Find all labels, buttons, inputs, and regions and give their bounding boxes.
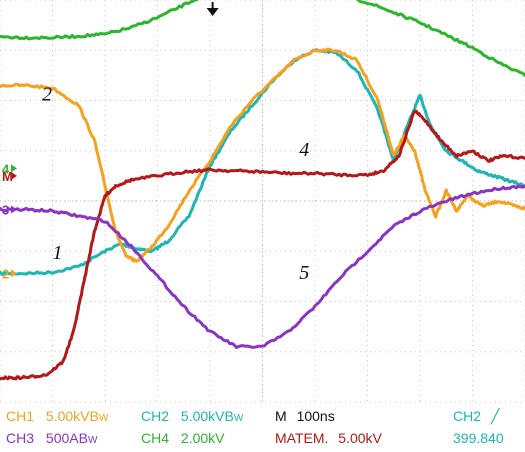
- ch2-label: CH2: [141, 408, 170, 424]
- ch3-status: CH3 500ABW: [6, 430, 97, 446]
- trigger-source-label: CH2: [453, 408, 482, 424]
- status-row-2: CH3 500ABW CH4 2.00kV MATEM. 5.00kV 399.…: [0, 428, 525, 450]
- status-row-1: CH1 5.00kVBW CH2 5.00kVBW M 100ns CH2 ╱: [0, 406, 525, 428]
- ground-marker-arrow: [11, 164, 17, 173]
- ch2-status: CH2 5.00kVBW: [141, 408, 243, 424]
- trace-number-label: 4: [299, 139, 309, 161]
- trigger-value: 399.840: [453, 430, 504, 446]
- ground-marker-arrow: [11, 205, 17, 214]
- trace-5: [0, 184, 525, 349]
- trace-number-label: 2: [42, 84, 52, 106]
- ch2-scale: 5.00kVB: [180, 408, 234, 424]
- ch3-suffix: W: [87, 435, 98, 446]
- ground-marker-arrow: [11, 171, 17, 180]
- ground-markers: 4M 3 2: [2, 2, 219, 281]
- trigger-slope-icon: ╱: [490, 408, 500, 424]
- trigger-source-status: CH2 ╱: [453, 408, 499, 425]
- trigger-position-icon: [206, 8, 219, 16]
- math-label: MATEM.: [275, 430, 329, 446]
- ch1-scale: 5.00kVB: [45, 408, 99, 424]
- ch3-label: CH3: [6, 430, 35, 446]
- trace-2: [0, 47, 525, 263]
- timebase-status: M 100ns: [275, 408, 335, 424]
- math-status: MATEM. 5.00kV: [275, 430, 382, 446]
- timebase-label: M: [275, 408, 287, 424]
- trace-number-label: 5: [299, 262, 309, 284]
- trace-labels: 12345: [42, 84, 309, 284]
- ch1-label: CH1: [6, 408, 35, 424]
- ground-marker-label: 3: [2, 203, 9, 218]
- ch4-scale: 2.00kV: [180, 430, 225, 446]
- trace-4: [0, 109, 525, 381]
- math-scale: 5.00kV: [338, 430, 382, 446]
- trace-number-label: 1: [53, 242, 63, 264]
- timebase-value: 100ns: [296, 408, 335, 424]
- ch2-suffix: W: [233, 413, 244, 424]
- ch1-status: CH1 5.00kVBW: [6, 408, 108, 424]
- ground-marker-label: 2: [2, 266, 9, 281]
- trigger-value-status: 399.840: [453, 430, 504, 446]
- ground-marker-arrow: [11, 269, 17, 278]
- ch4-label: CH4: [141, 430, 170, 446]
- ch4-status: CH4 2.00kV: [141, 430, 225, 446]
- traces: [0, 0, 525, 381]
- ground-marker-label: 4: [2, 161, 10, 176]
- ch1-suffix: W: [98, 413, 109, 424]
- trace-3: [0, 0, 525, 77]
- ch3-scale: 500AB: [45, 430, 88, 446]
- ground-marker-label: M: [2, 169, 13, 184]
